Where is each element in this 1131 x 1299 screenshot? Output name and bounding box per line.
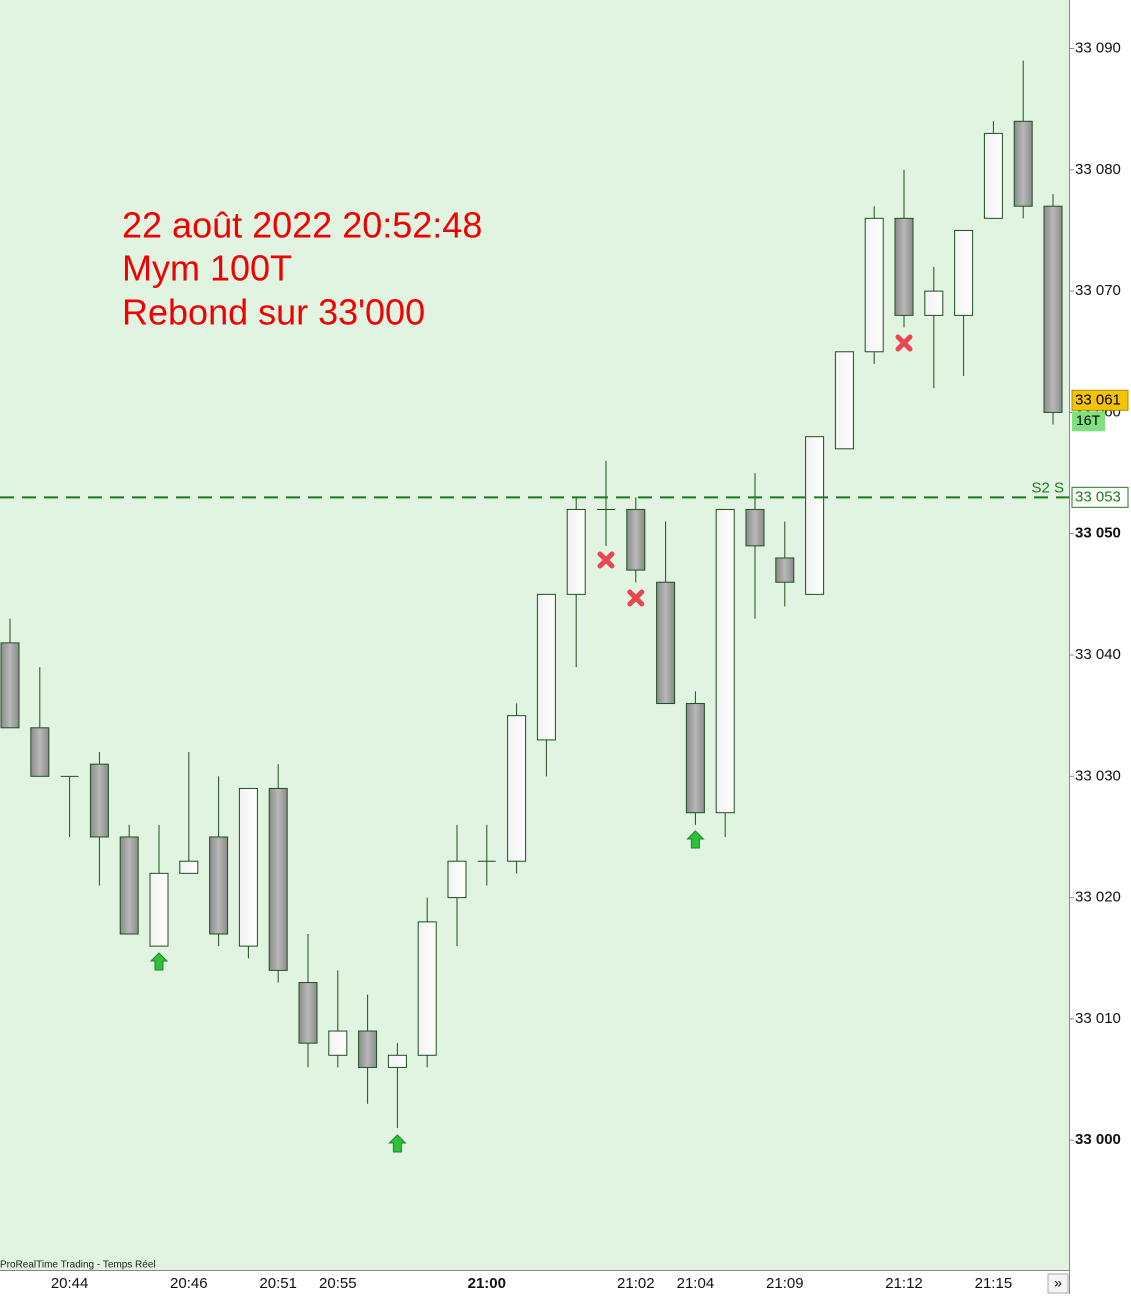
candle-body (358, 1030, 378, 1068)
candle-body (1043, 205, 1063, 413)
candle-body (715, 508, 735, 814)
candle-body (954, 229, 974, 316)
candle-body (864, 217, 884, 353)
x-tick-label: 21:15 (975, 1275, 1013, 1292)
candle-body (238, 787, 258, 947)
candle-body (119, 836, 139, 935)
scroll-icon[interactable]: » (1054, 1275, 1062, 1291)
price-tag (1071, 389, 1129, 411)
y-tick-label: 33 030 (1075, 767, 1121, 784)
candle-body (536, 593, 556, 741)
sell-signal (895, 334, 913, 352)
candle-body (298, 982, 318, 1044)
annotation: Rebond sur 33'000 (122, 292, 425, 333)
candle-body (387, 1054, 407, 1068)
x-tick-label: 21:09 (766, 1275, 804, 1292)
candle-body (566, 508, 586, 595)
candle-body (924, 290, 944, 316)
x-tick-label: 21:12 (885, 1275, 923, 1292)
candle-body (626, 508, 646, 571)
y-tick-label: 33 000 (1075, 1131, 1121, 1148)
level-tag-label: 33 053 (1075, 488, 1121, 505)
candle-body (745, 508, 765, 547)
y-tick-label: 33 050 (1075, 525, 1121, 542)
y-tick-label: 33 010 (1075, 1010, 1121, 1027)
candle-body (656, 581, 676, 705)
x-tick-label: 20:46 (170, 1275, 208, 1292)
scroll-button[interactable] (1047, 1273, 1069, 1294)
x-tick-label: 20:55 (319, 1275, 357, 1292)
candle-body (805, 436, 825, 595)
x-tick-label: 20:44 (51, 1275, 89, 1292)
x-tick-label: 21:04 (677, 1275, 715, 1292)
tick-count-tag (1072, 411, 1105, 432)
candle-body (268, 787, 288, 971)
x-tick-label: 20:51 (259, 1275, 297, 1292)
candle-body (149, 872, 169, 947)
candle-body (834, 351, 854, 450)
y-tick-label: 33 020 (1075, 889, 1121, 906)
candle-body (685, 703, 705, 814)
sell-signal (627, 589, 645, 607)
candle-body (983, 132, 1003, 219)
candle-body (417, 921, 437, 1056)
x-tick-label: 21:02 (617, 1275, 655, 1292)
level-tag (1071, 486, 1129, 508)
candle-body (1013, 120, 1033, 207)
y-tick-label: 33 070 (1075, 282, 1121, 299)
footer: ProRealTime Trading - Temps Réel (0, 1260, 156, 1271)
plot-background (0, 0, 1069, 1270)
candle-body (447, 860, 467, 899)
candle-body (894, 217, 914, 316)
sell-signal (597, 551, 615, 569)
annotation: Mym 100T (122, 248, 292, 289)
buy-signal (149, 952, 169, 971)
candle-body (209, 836, 229, 935)
buy-signal (686, 830, 705, 849)
candle-body (89, 763, 109, 838)
price-tag-label: 33 061 (1075, 391, 1121, 408)
annotation: 22 août 2022 20:52:48 (122, 205, 482, 246)
candle-body (328, 1030, 348, 1056)
y-tick-label: 33 080 (1075, 161, 1121, 178)
candle-body (775, 557, 795, 583)
candle-body (507, 715, 527, 862)
buy-signal (388, 1134, 407, 1153)
candle-body (179, 860, 199, 874)
level-name: S2 S (1031, 479, 1064, 496)
y-tick-label: 33 040 (1075, 646, 1121, 663)
x-tick-label: 21:00 (468, 1275, 506, 1292)
y-tick-label: 33 090 (1075, 39, 1121, 56)
candle-body (30, 727, 50, 777)
tick-count-label: 16T (1076, 412, 1101, 428)
candle-body (0, 642, 20, 729)
